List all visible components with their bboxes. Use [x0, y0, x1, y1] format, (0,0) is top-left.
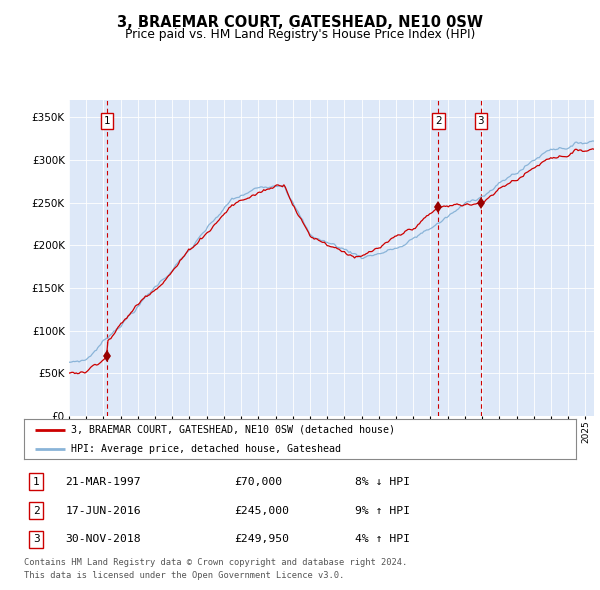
Text: 3: 3 [478, 116, 484, 126]
Text: 4% ↑ HPI: 4% ↑ HPI [355, 535, 410, 545]
Text: 2: 2 [435, 116, 442, 126]
Text: 21-MAR-1997: 21-MAR-1997 [65, 477, 141, 487]
Text: £245,000: £245,000 [234, 506, 289, 516]
Text: 9% ↑ HPI: 9% ↑ HPI [355, 506, 410, 516]
Text: £70,000: £70,000 [234, 477, 282, 487]
Text: 17-JUN-2016: 17-JUN-2016 [65, 506, 141, 516]
Text: £249,950: £249,950 [234, 535, 289, 545]
Text: 1: 1 [33, 477, 40, 487]
Text: 3, BRAEMAR COURT, GATESHEAD, NE10 0SW: 3, BRAEMAR COURT, GATESHEAD, NE10 0SW [117, 15, 483, 30]
Text: This data is licensed under the Open Government Licence v3.0.: This data is licensed under the Open Gov… [24, 571, 344, 579]
Text: 3: 3 [33, 535, 40, 545]
Text: 3, BRAEMAR COURT, GATESHEAD, NE10 0SW (detached house): 3, BRAEMAR COURT, GATESHEAD, NE10 0SW (d… [71, 425, 395, 435]
Text: HPI: Average price, detached house, Gateshead: HPI: Average price, detached house, Gate… [71, 444, 341, 454]
Text: Contains HM Land Registry data © Crown copyright and database right 2024.: Contains HM Land Registry data © Crown c… [24, 558, 407, 566]
Text: Price paid vs. HM Land Registry's House Price Index (HPI): Price paid vs. HM Land Registry's House … [125, 28, 475, 41]
Text: 8% ↓ HPI: 8% ↓ HPI [355, 477, 410, 487]
Text: 1: 1 [104, 116, 110, 126]
Text: 2: 2 [33, 506, 40, 516]
Text: 30-NOV-2018: 30-NOV-2018 [65, 535, 141, 545]
